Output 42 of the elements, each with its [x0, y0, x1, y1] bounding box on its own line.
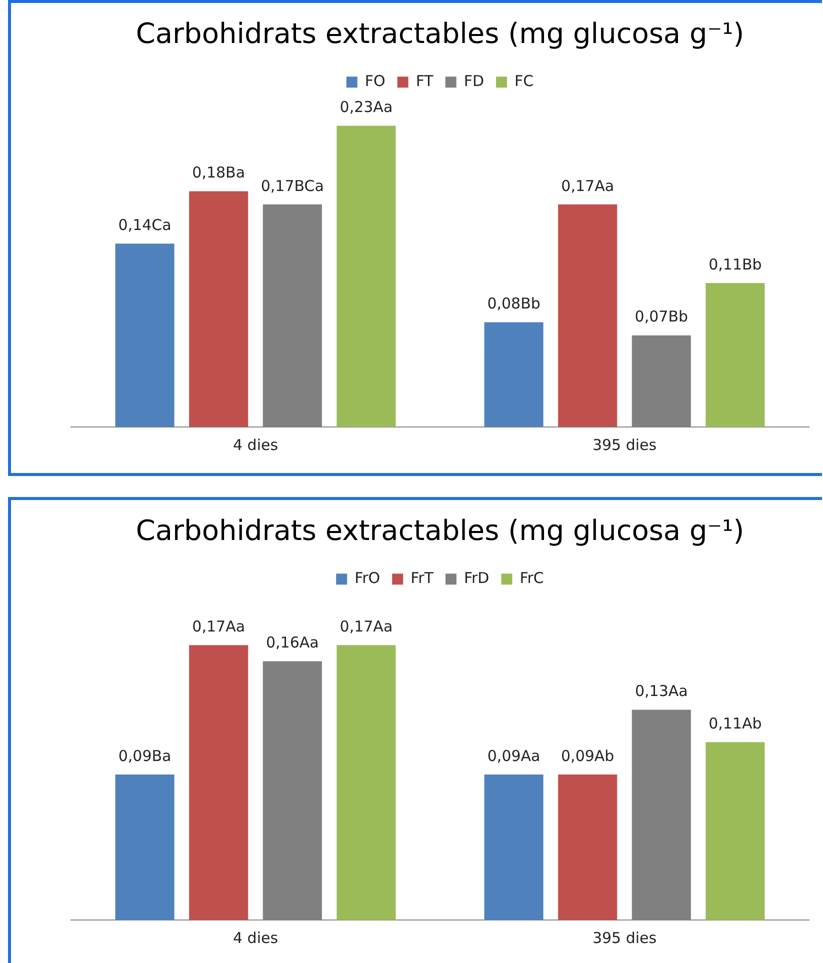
x-tick-label: 4 dies: [232, 928, 278, 947]
legend-label: FC: [514, 72, 534, 90]
chart-title: Carbohidrats extractables (mg glucosa g⁻¹): [136, 17, 744, 50]
data-label: 0,13Aa: [634, 682, 688, 700]
bar: [558, 774, 618, 920]
legend-label: FrT: [410, 568, 434, 587]
x-tick-label: 395 dies: [592, 928, 657, 947]
data-label: 0,23Aa: [340, 98, 393, 116]
bar: [706, 742, 765, 920]
data-label: 0,17Aa: [340, 618, 393, 636]
chart-title: Carbohidrats extractables (mg glucosa g⁻¹): [136, 514, 744, 548]
legend-label: FrO: [354, 568, 380, 587]
data-label: 0,09Ba: [118, 746, 172, 765]
data-label: 0,16Aa: [266, 634, 319, 652]
bar: [336, 645, 396, 920]
data-label: 0,17Aa: [192, 618, 246, 636]
bar: [189, 645, 248, 920]
bar: [189, 191, 248, 427]
bar: [484, 774, 544, 920]
data-label: 0,17BCa: [260, 176, 324, 195]
data-label: 0,09Aa: [487, 746, 540, 765]
bar: [336, 126, 396, 427]
data-label: 0,17Aa: [561, 176, 614, 195]
data-label: 0,07Bb: [634, 308, 688, 326]
bar: [484, 322, 544, 427]
legend-label: FO: [364, 72, 386, 90]
legend-label: FT: [416, 72, 434, 90]
legend-label: FD: [464, 72, 484, 90]
legend-label: FrD: [464, 568, 490, 587]
x-tick-label: 395 dies: [592, 436, 657, 454]
bar: [558, 204, 618, 427]
data-label: 0,09Ab: [561, 746, 614, 765]
data-label: 0,18Ba: [192, 164, 246, 182]
data-label: 0,14Ca: [118, 216, 172, 234]
data-label: 0,11Bb: [708, 255, 762, 274]
bar: [115, 774, 174, 920]
bar: [115, 244, 174, 427]
bar: [706, 282, 765, 427]
data-label: 0,08Bb: [487, 294, 540, 313]
data-label: 0,11Ab: [708, 714, 762, 733]
x-tick-label: 4 dies: [232, 436, 278, 454]
legend-label: FrC: [520, 568, 544, 587]
